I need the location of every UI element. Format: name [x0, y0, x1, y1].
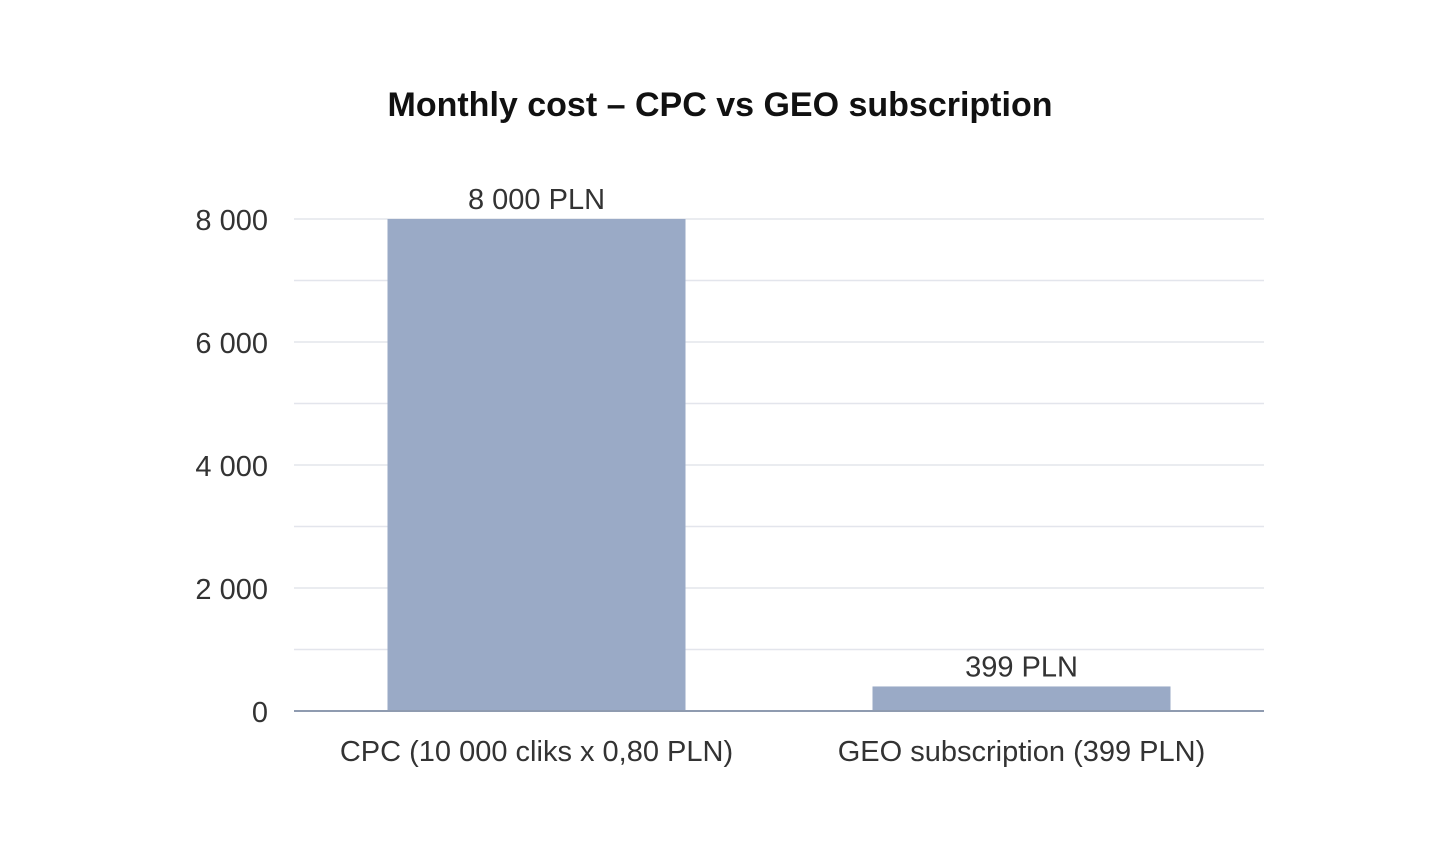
y-tick-label: 0: [252, 697, 268, 729]
y-tick-label: 6 000: [195, 328, 268, 360]
x-axis: CPC (10 000 cliks x 0,80 PLN) GEO subscri…: [294, 710, 1264, 768]
x-tick-label: CPC (10 000 cliks x 0,80 PLN): [340, 736, 733, 768]
chart-title: Monthly cost – CPC vs GEO subscription: [388, 86, 1053, 124]
y-tick-label: 8 000: [195, 205, 268, 237]
bars: 8 000 PLN 399 PLN: [387, 184, 1171, 711]
bar: [387, 219, 686, 711]
y-tick-label: 2 000: [195, 574, 268, 606]
x-tick-label: GEO subscription (399 PLN): [838, 736, 1205, 768]
y-tick-label: 4 000: [195, 451, 268, 483]
y-axis: 0 2 000 4 000 6 000 8 000: [195, 205, 268, 729]
data-label: 399 PLN: [965, 651, 1078, 683]
bar: [872, 686, 1171, 711]
data-label: 8 000 PLN: [468, 184, 605, 216]
